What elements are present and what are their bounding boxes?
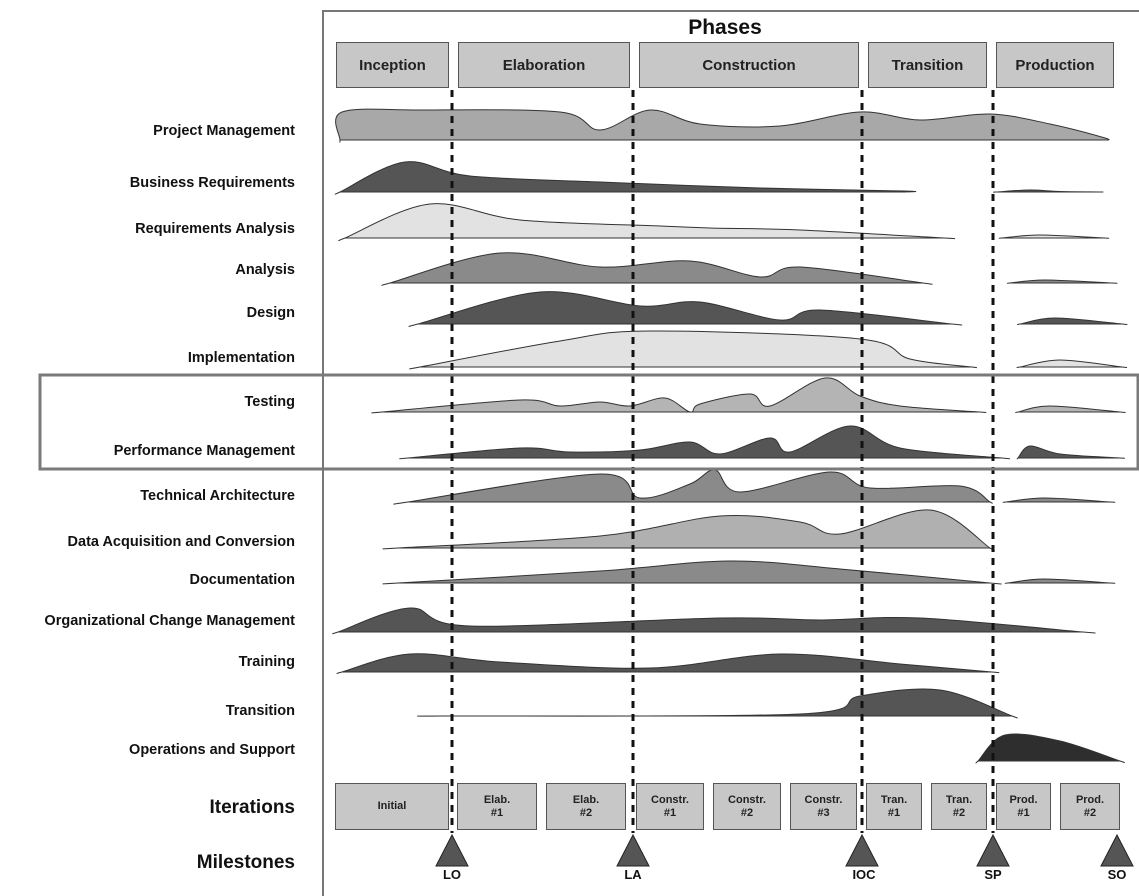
- label-transition: Transition: [225, 703, 295, 719]
- label-testing: Testing: [244, 394, 295, 410]
- iteration-constr-2: Constr. #2: [713, 783, 781, 830]
- label-operations-and-support: Operations and Support: [129, 742, 295, 758]
- hump-testing: [371, 377, 987, 414]
- hump-business-requirements-production: [992, 189, 1104, 193]
- iteration-constr-1: Constr. #1: [636, 783, 704, 830]
- hump-requirements-analysis: [338, 203, 956, 242]
- milestone-label-la: LA: [624, 867, 642, 882]
- milestone-triangle-sp: [976, 833, 1010, 867]
- hump-training: [336, 653, 1000, 674]
- label-design: Design: [246, 305, 295, 321]
- hump-analysis-production: [1006, 279, 1118, 284]
- hump-technical-architecture: [393, 469, 993, 505]
- iteration-elab-1: Elab. #1: [457, 783, 537, 830]
- label-data-acquisition-and-conversion: Data Acquisition and Conversion: [67, 534, 295, 550]
- label-performance-management: Performance Management: [113, 443, 295, 459]
- hump-documentation: [382, 560, 1002, 585]
- diagram-title: Phases: [688, 16, 762, 39]
- milestone-label-sp: SP: [984, 867, 1002, 882]
- highlight-frame: [38, 373, 1139, 471]
- iteration-initial: Initial: [335, 783, 449, 830]
- label-project-management: Project Management: [153, 123, 295, 139]
- hump-requirements-analysis-production: [998, 234, 1110, 239]
- milestone-triangle-ioc: [845, 833, 879, 867]
- milestone-triangle-la: [616, 833, 650, 867]
- iteration-prod-2: Prod. #2: [1060, 783, 1120, 830]
- hump-documentation-production: [1004, 578, 1116, 584]
- hump-implementation: [409, 330, 978, 370]
- hump-business-requirements: [334, 161, 917, 195]
- phase-transition: Transition: [868, 42, 987, 88]
- diagram-frame: [322, 10, 1139, 896]
- iteration-constr-3: Constr. #3: [790, 783, 857, 830]
- milestone-label-so: SO: [1107, 867, 1127, 882]
- phase-production: Production: [996, 42, 1114, 88]
- phase-construction: Construction: [639, 42, 859, 88]
- hump-project-management: [335, 108, 1110, 143]
- label-analysis: Analysis: [235, 262, 295, 278]
- label-requirements-analysis: Requirements Analysis: [135, 221, 295, 237]
- label-documentation: Documentation: [189, 572, 295, 588]
- hump-performance-management: [399, 425, 1010, 460]
- hump-design-production: [1016, 317, 1128, 325]
- iteration-elab-2: Elab. #2: [546, 783, 626, 830]
- hump-data-acquisition: [382, 509, 995, 552]
- milestone-triangle-so: [1100, 833, 1134, 867]
- hump-performance-management-production: [1016, 445, 1125, 460]
- iteration-prod-1: Prod. #1: [996, 783, 1051, 830]
- label-training: Training: [238, 654, 295, 670]
- milestones-label: Milestones: [196, 852, 295, 873]
- label-organizational-change-management: Organizational Change Management: [44, 613, 295, 629]
- milestone-label-lo: LO: [442, 867, 462, 882]
- label-technical-architecture: Technical Architecture: [140, 488, 295, 504]
- phase-inception: Inception: [336, 42, 449, 88]
- hump-implementation-production: [1016, 359, 1128, 369]
- hump-design: [408, 291, 963, 327]
- milestone-label-ioc: IOC: [852, 867, 876, 882]
- hump-org-change-management: [332, 607, 1096, 635]
- label-implementation: Implementation: [187, 350, 295, 366]
- phase-elaboration: Elaboration: [458, 42, 630, 88]
- iteration-tran-2: Tran. #2: [931, 783, 987, 830]
- hump-analysis: [381, 252, 933, 286]
- iteration-tran-1: Tran. #1: [866, 783, 922, 830]
- hump-technical-architecture-production: [1002, 497, 1116, 503]
- hump-transition: [417, 688, 1018, 719]
- hump-testing-production: [1015, 405, 1126, 413]
- hump-operations-and-support: [975, 733, 1125, 764]
- milestone-triangle-lo: [435, 833, 469, 867]
- label-business-requirements: Business Requirements: [129, 175, 295, 191]
- iterations-label: Iterations: [209, 797, 295, 818]
